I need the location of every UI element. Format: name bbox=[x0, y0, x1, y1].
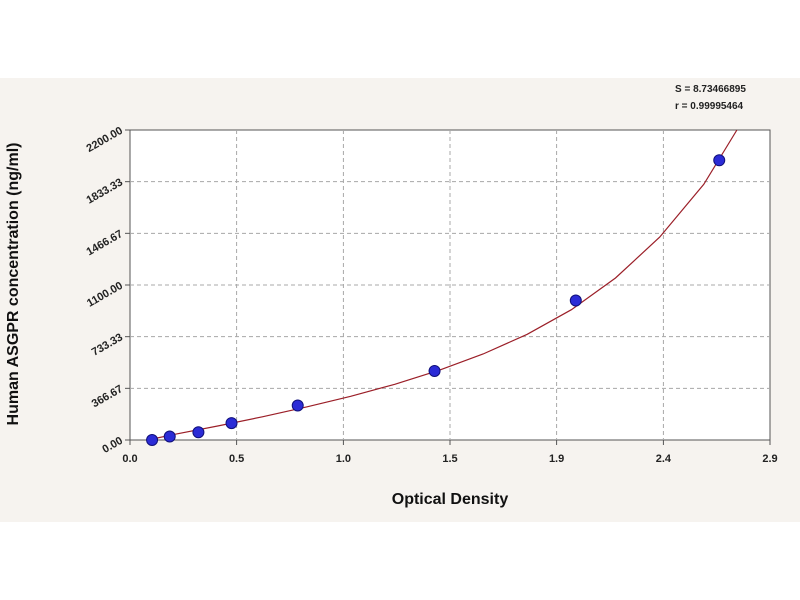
chart-svg: 0.0 0.5 1.0 1.5 1.9 2.4 2.9 0.00 366.67 733.33 110… bbox=[5, 84, 778, 508]
points-layer bbox=[146, 154, 726, 446]
y-tick-label: 366.67 bbox=[90, 383, 125, 410]
data-point bbox=[192, 426, 205, 439]
x-tick-label: 1.9 bbox=[549, 453, 564, 465]
data-point bbox=[225, 417, 238, 430]
y-axis-title: Human ASGPR concentration (ng/ml) bbox=[5, 143, 22, 426]
x-tick-label: 0.0 bbox=[122, 453, 137, 465]
data-point bbox=[291, 399, 304, 412]
chart-frame: 0.0 0.5 1.0 1.5 1.9 2.4 2.9 0.00 366.67 733.33 110… bbox=[0, 78, 800, 522]
x-axis-title: Optical Density bbox=[392, 491, 509, 508]
x-tick-label: 0.5 bbox=[229, 453, 244, 465]
data-point bbox=[713, 154, 726, 167]
stat-r-text: r = 0.99995464 bbox=[675, 101, 744, 112]
data-point bbox=[146, 434, 159, 446]
data-point bbox=[163, 430, 176, 443]
y-tick-label: 733.33 bbox=[90, 331, 125, 358]
y-tick-label: 1466.67 bbox=[85, 228, 125, 258]
stat-s-text: S = 8.73466895 bbox=[675, 84, 746, 95]
y-tick-label: 1100.00 bbox=[85, 280, 125, 310]
x-tick-label: 1.5 bbox=[442, 453, 457, 465]
y-tick-label: 2200.00 bbox=[85, 125, 125, 155]
x-tick-label: 2.9 bbox=[762, 453, 777, 465]
data-point bbox=[569, 294, 582, 307]
data-point bbox=[428, 364, 441, 377]
y-tick-label: 0.00 bbox=[100, 435, 125, 456]
x-tick-label: 2.4 bbox=[656, 453, 672, 465]
x-tick-label: 1.0 bbox=[336, 453, 351, 465]
y-tick-label: 1833.33 bbox=[85, 176, 125, 206]
